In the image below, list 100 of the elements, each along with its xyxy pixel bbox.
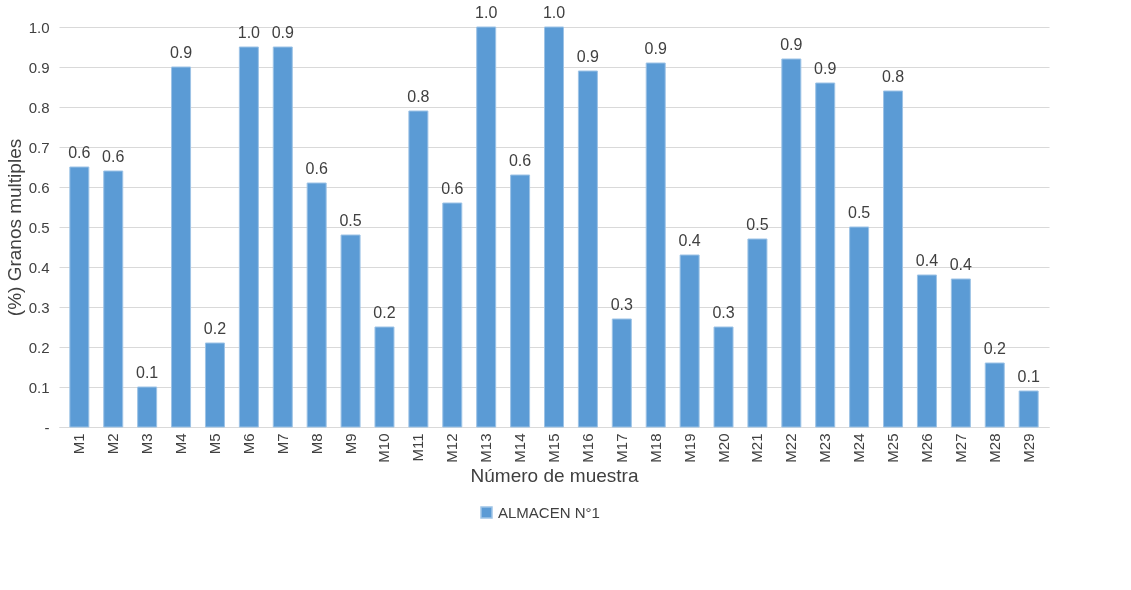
x-tick-label: M11 [409, 433, 427, 462]
x-tick-label: M2 [104, 433, 122, 455]
bar [984, 362, 1005, 428]
data-label: 0.4 [949, 256, 973, 273]
x-tick-label: M22 [782, 433, 800, 463]
x-tick-label: M9 [341, 433, 359, 455]
bar [476, 26, 497, 428]
data-label: 0.6 [102, 148, 125, 165]
data-label: 0.6 [441, 180, 464, 197]
bar [950, 278, 971, 428]
x-tick-label: M26 [917, 433, 935, 463]
y-tick-label: 0.6 [28, 178, 50, 196]
data-label: 0.8 [881, 68, 905, 85]
x-tick-label: M8 [307, 433, 325, 455]
data-label: 0.9 [576, 48, 600, 65]
x-tick-label: M17 [612, 433, 630, 463]
y-tick-label: 0.3 [28, 298, 50, 316]
data-label: 1.0 [542, 4, 566, 21]
bar [442, 202, 463, 428]
data-label: 0.3 [712, 304, 735, 321]
x-tick-label: M14 [511, 433, 529, 463]
x-tick-label: M27 [951, 433, 969, 463]
data-label: 0.5 [848, 204, 871, 221]
bar [645, 62, 666, 428]
bar [137, 386, 158, 428]
data-label: 0.4 [915, 252, 939, 269]
bar [815, 82, 836, 428]
x-tick-label: M29 [1019, 433, 1037, 463]
x-tick-label: M15 [545, 433, 562, 463]
data-label: 0.2 [203, 320, 227, 337]
bar [69, 166, 90, 428]
data-label: 0.9 [780, 36, 803, 53]
bar [883, 90, 904, 428]
y-tick-label: 0.2 [28, 338, 50, 356]
bar [340, 234, 361, 428]
x-tick-label: M18 [646, 433, 664, 463]
bar [510, 174, 531, 428]
data-label: 0.2 [983, 340, 1006, 357]
bar [272, 46, 293, 428]
x-tick-label: M3 [138, 433, 156, 455]
data-label: 0.6 [68, 144, 91, 161]
bar [544, 26, 564, 428]
data-label: 0.5 [339, 212, 362, 229]
bar [171, 66, 192, 428]
y-tick-label: 0.5 [28, 218, 50, 236]
data-label: 0.4 [678, 232, 701, 249]
data-label: 1.0 [475, 4, 498, 21]
x-tick-label: M23 [816, 433, 834, 463]
y-tick-label: 0.4 [28, 258, 50, 276]
data-label: 0.6 [508, 152, 532, 169]
bar [306, 182, 327, 428]
y-tick-label: 0.8 [28, 98, 50, 116]
y-tick-label: 0.9 [28, 58, 50, 76]
bar [611, 318, 632, 428]
data-label: 0.2 [373, 304, 396, 321]
x-tick-label: M4 [172, 433, 190, 455]
x-tick-label: M7 [273, 433, 291, 455]
data-label: 0.5 [746, 216, 769, 233]
data-label: 0.6 [305, 160, 328, 177]
x-tick-label: M20 [714, 433, 732, 463]
data-label: 0.1 [1017, 368, 1040, 385]
x-tick-label: M13 [477, 433, 495, 463]
bar [747, 238, 768, 428]
y-tick-label: 0.7 [28, 138, 50, 156]
x-tick-label: M12 [443, 433, 461, 463]
bar [713, 326, 734, 428]
x-tick-label: M25 [884, 433, 902, 463]
data-label: 0.3 [610, 296, 634, 313]
x-tick-label: M21 [748, 433, 766, 463]
data-label: 0.8 [407, 88, 430, 105]
x-tick-label: M1 [70, 433, 88, 455]
y-tick-label: - [44, 418, 50, 436]
data-label: 1.0 [237, 24, 261, 41]
bar [374, 326, 395, 428]
x-tick-label: M16 [578, 433, 596, 463]
y-tick-label: 0.1 [28, 378, 50, 396]
bar [679, 254, 700, 428]
y-tick-label: 1.0 [28, 18, 50, 36]
bar [238, 46, 259, 428]
bar [408, 110, 429, 428]
bar [577, 70, 598, 428]
data-label: 0.9 [271, 24, 294, 41]
bar [204, 342, 225, 428]
x-tick-label: M28 [985, 433, 1003, 463]
x-axis-title: Número de muestra [470, 464, 639, 486]
x-tick-label: M24 [850, 433, 868, 463]
x-tick-label: M10 [375, 433, 393, 463]
data-label: 0.9 [169, 44, 193, 61]
bar [103, 170, 124, 428]
legend-label: ALMACEN N°1 [498, 503, 600, 521]
x-tick-label: M19 [680, 433, 698, 463]
data-label: 0.9 [814, 60, 837, 77]
bar [849, 226, 870, 428]
bar [781, 58, 802, 428]
data-label: 0.1 [136, 364, 159, 381]
x-tick-label: M6 [239, 433, 257, 455]
y-axis-title: (%) Granos multiples [3, 138, 25, 317]
x-tick-label: M5 [205, 433, 223, 455]
data-label: 0.9 [644, 40, 667, 57]
bar [916, 274, 937, 428]
